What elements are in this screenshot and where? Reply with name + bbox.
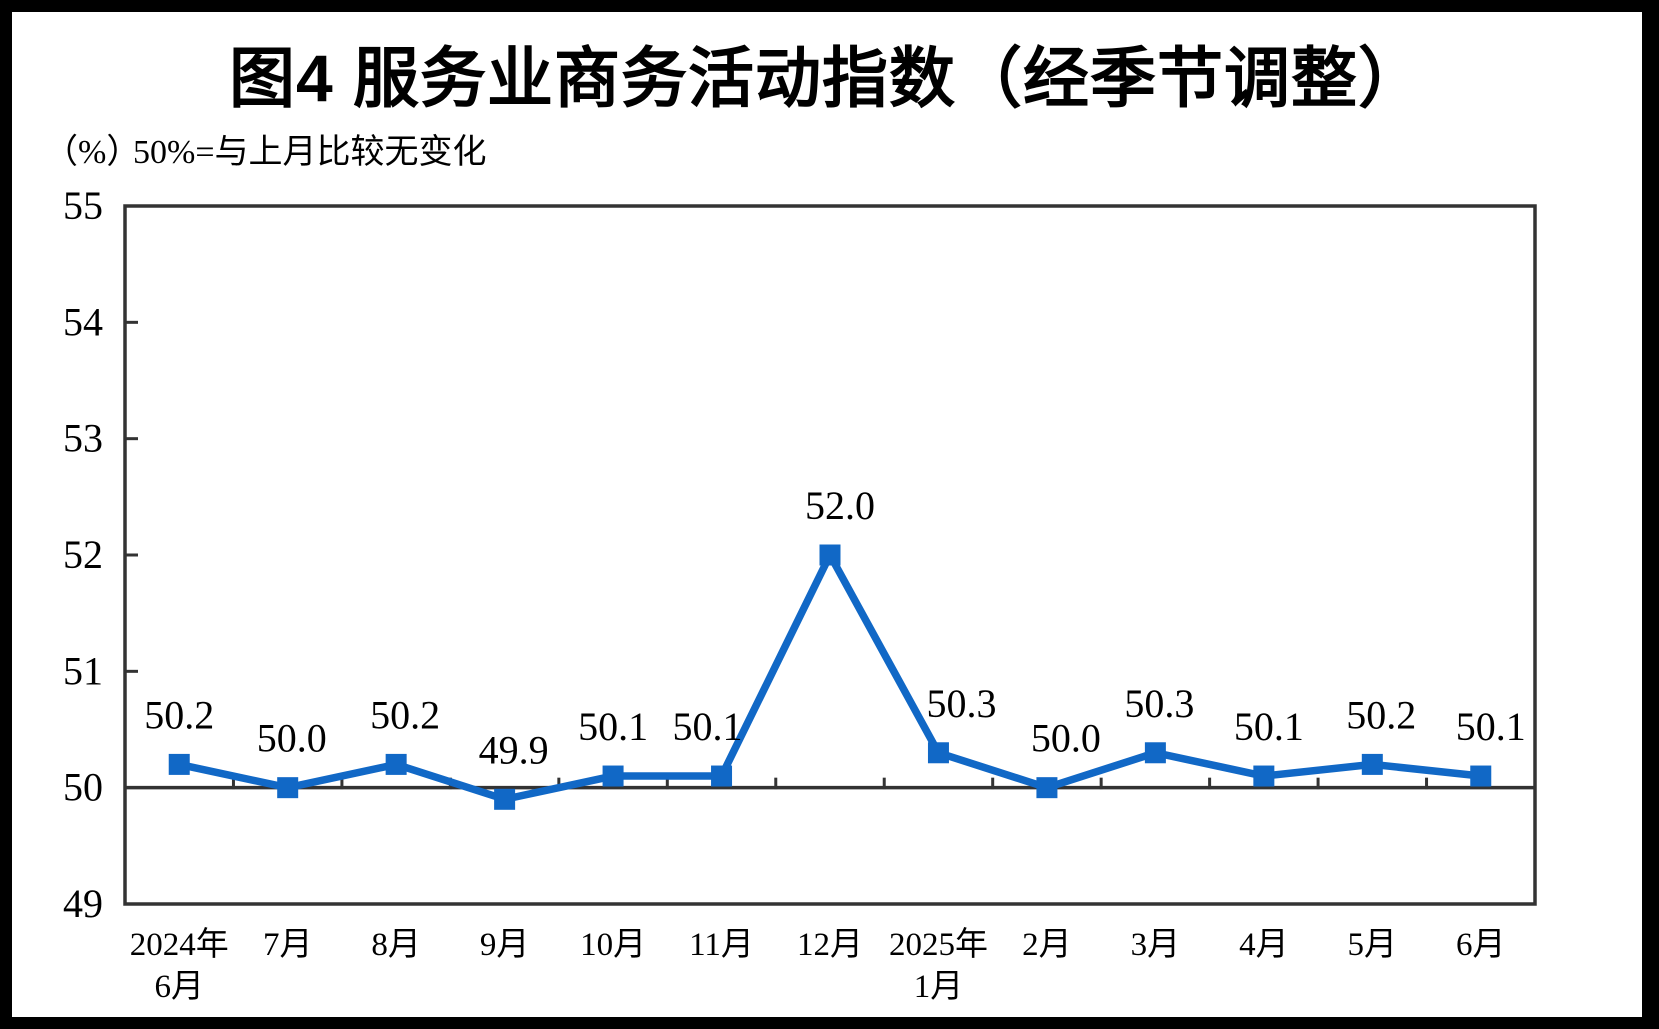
x-axis-category-label: 10月 — [580, 927, 646, 963]
data-point-marker — [385, 753, 407, 775]
data-point-label: 50.3 — [1124, 681, 1194, 726]
x-axis-category-label: 12月 — [797, 927, 863, 963]
x-axis-category-label: 2024年 — [130, 926, 229, 963]
data-point-marker — [1144, 742, 1166, 764]
data-point-label: 50.0 — [257, 716, 327, 761]
data-point-marker — [494, 788, 516, 810]
chart-canvas — [12, 12, 1642, 1017]
y-axis-tick-label: 51 — [63, 648, 103, 693]
x-axis-category-label: 2025年 — [889, 926, 988, 963]
data-point-label: 50.1 — [578, 704, 648, 749]
data-point-marker — [927, 742, 949, 764]
x-axis-category-label: 7月 — [263, 927, 313, 963]
data-point-label: 50.2 — [144, 692, 214, 737]
y-axis-tick-label: 49 — [63, 881, 103, 926]
y-axis-tick-label: 55 — [63, 183, 103, 228]
y-axis-tick-label: 54 — [63, 299, 103, 344]
plot-area: 49 50 51 52 53 54 55 50.2 50.0 50.2 49.9 50.1 50.1 52… — [63, 183, 1537, 1005]
x-axis-category-label: 5月 — [1348, 927, 1398, 963]
data-point-label: 50.2 — [370, 692, 440, 737]
data-point-marker — [602, 765, 624, 787]
x-axis-category-label: 1月 — [914, 969, 964, 1005]
x-axis-category-label: 9月 — [480, 927, 530, 963]
x-axis-category-label: 8月 — [371, 927, 421, 963]
data-point-label: 50.1 — [673, 704, 743, 749]
x-axis-category-label: 2月 — [1022, 927, 1072, 963]
x-axis-category-label: 11月 — [689, 927, 754, 963]
data-point-marker — [1470, 765, 1492, 787]
baseline-note: 50%=与上月比较无变化 — [133, 133, 487, 171]
data-point-label: 50.3 — [926, 681, 996, 726]
data-point-label: 49.9 — [479, 727, 549, 772]
data-point-label: 52.0 — [805, 483, 875, 528]
data-point-marker — [711, 765, 733, 787]
y-axis-unit-label: （%） — [44, 133, 140, 171]
x-axis-category-label: 6月 — [1456, 927, 1506, 963]
data-point-marker — [168, 753, 190, 775]
data-point-marker — [1361, 753, 1383, 775]
y-axis-tick-label: 52 — [63, 532, 103, 577]
y-axis-tick-label: 50 — [63, 765, 103, 810]
data-point-marker — [277, 777, 299, 799]
data-point-label: 50.1 — [1456, 704, 1526, 749]
data-point-label: 50.0 — [1031, 716, 1101, 761]
x-axis-category-label: 4月 — [1239, 927, 1289, 963]
data-point-marker — [819, 544, 841, 566]
chart-title: 图4 服务业商务活动指数（经季节调整） — [229, 41, 1425, 115]
x-axis-category-label: 6月 — [154, 969, 204, 1005]
data-point-marker — [1253, 765, 1275, 787]
data-point-marker — [1036, 777, 1058, 799]
x-axis-category-label: 3月 — [1131, 927, 1181, 963]
y-axis-tick-label: 53 — [63, 416, 103, 461]
data-point-label: 50.1 — [1234, 704, 1304, 749]
data-point-label: 50.2 — [1346, 692, 1416, 737]
